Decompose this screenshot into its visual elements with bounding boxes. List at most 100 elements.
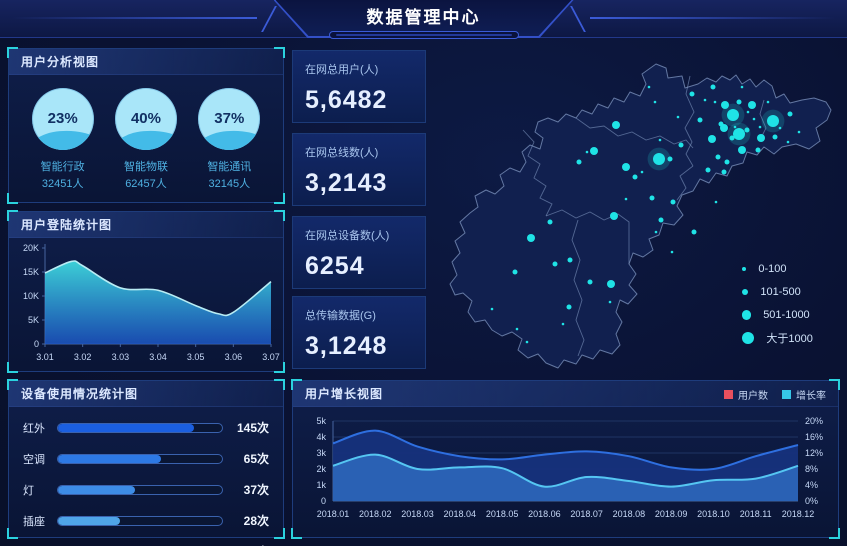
stat-label: 在网总用户(人)	[305, 64, 379, 76]
panel-device-usage: 设备使用情况统计图 红外145次空调65次灯37次插座28次窗帘24次	[7, 379, 285, 546]
panel-title-user-growth: 用户增长视图	[293, 381, 838, 407]
svg-text:2018.06: 2018.06	[528, 509, 561, 519]
app-header: 数据管理中心	[0, 0, 847, 39]
device-bar-fill	[58, 516, 121, 525]
svg-text:1k: 1k	[316, 480, 326, 490]
gauge-label: 智能物联 62457人	[115, 159, 177, 192]
gauge-circle: 37%	[198, 88, 261, 150]
growth-area-chart: 0 0% 1k 4% 2k 8% 3k 12% 4k 16% 5k 20% 2018.01 2018.02…	[316, 416, 823, 519]
panel-title-device-usage: 设备使用情况统计图	[9, 381, 283, 407]
stat-label: 在网总线数(人)	[305, 147, 379, 159]
gauge-label: 智能通讯 32145人	[198, 159, 260, 192]
device-bar-fill	[58, 454, 162, 463]
svg-text:0: 0	[321, 496, 326, 506]
svg-text:3.03: 3.03	[112, 352, 130, 362]
header-slash-left	[261, 6, 277, 32]
svg-text:4k: 4k	[316, 432, 326, 442]
svg-text:2k: 2k	[316, 464, 326, 474]
svg-text:0%: 0%	[805, 496, 818, 506]
growth-legend-item: 增长率	[782, 387, 826, 402]
corner-bracket	[829, 528, 840, 539]
device-bar-row: 插座 28次	[23, 512, 269, 529]
svg-text:2018.12: 2018.12	[782, 509, 815, 519]
stat-card: 在网总用户(人) 5,6482	[292, 50, 426, 123]
device-bar-value: 145次	[236, 421, 269, 435]
gauge-circle: 23%	[31, 88, 94, 150]
svg-text:5k: 5k	[316, 416, 326, 426]
gauge-count: 32451人	[41, 177, 84, 190]
gauge-label: 智能行政 32451人	[32, 159, 94, 192]
corner-bracket	[7, 528, 18, 539]
gauge-name: 智能物联	[123, 161, 168, 173]
device-bar-track	[57, 453, 223, 464]
growth-legend-label: 增长率	[796, 391, 826, 402]
svg-text:3.01: 3.01	[36, 352, 54, 362]
svg-text:16%: 16%	[805, 432, 823, 442]
device-bar-value: 65次	[243, 452, 269, 466]
gauge-name: 智能行政	[40, 161, 85, 173]
gauge-percent: 37%	[214, 110, 245, 127]
gauge-count: 32145人	[208, 177, 251, 190]
device-bar-list: 红外145次空调65次灯37次插座28次窗帘24次	[9, 407, 283, 546]
svg-text:2018.10: 2018.10	[697, 509, 730, 519]
gauge-name: 智能通讯	[207, 161, 252, 173]
svg-text:20K: 20K	[23, 243, 39, 253]
map-svg	[449, 63, 832, 369]
device-bar-label: 插座	[23, 515, 45, 528]
growth-legend-swatch	[724, 390, 733, 399]
svg-text:4%: 4%	[805, 480, 818, 490]
svg-text:2018.09: 2018.09	[655, 509, 688, 519]
svg-text:3.04: 3.04	[149, 352, 167, 362]
svg-text:3k: 3k	[316, 448, 326, 458]
stat-card: 在网总线数(人) 3,2143	[292, 133, 426, 206]
header-trapezoid: 数据管理中心	[274, 0, 574, 38]
svg-text:2018.03: 2018.03	[401, 509, 434, 519]
login-area-chart: 0 5K 10K 15K 20K 3.01 3.02 3.03 3.04 3.05 3.06 3.07	[23, 243, 280, 362]
device-bar-row: 空调 65次	[23, 450, 269, 467]
device-bar-track	[57, 422, 223, 433]
map-legend-dot	[742, 288, 749, 296]
device-bar-label: 灯	[23, 484, 34, 497]
header-decoration	[328, 31, 519, 39]
corner-bracket	[274, 379, 285, 390]
gauge-count: 62457人	[125, 177, 167, 190]
map-legend-dot	[742, 331, 755, 345]
panel-user-growth: 用户增长视图 用户数 增长率 0 0% 1k 4% 2k 8% 3k 12% 4k 16% 5k 20%…	[291, 379, 840, 539]
page-title: 数据管理中心	[366, 8, 481, 27]
gauge-row: 23% 智能行政 32451人 40% 智能物联 62457人 37% 智能通讯 32145人	[9, 75, 283, 192]
map-internal-borders	[522, 75, 767, 357]
corner-bracket	[7, 210, 18, 221]
device-bar-track	[57, 484, 223, 495]
svg-text:20%: 20%	[805, 416, 823, 426]
svg-text:2018.02: 2018.02	[359, 509, 392, 519]
stat-value: 3,2143	[305, 169, 388, 197]
corner-bracket	[274, 528, 285, 539]
corner-bracket	[291, 379, 302, 390]
map-legend-label: 0-100	[758, 263, 787, 275]
svg-text:2018.11: 2018.11	[740, 509, 772, 519]
device-bar-row: 红外 145次	[23, 419, 269, 436]
gauge-item: 40% 智能物联 62457人	[114, 88, 177, 192]
svg-text:2018.07: 2018.07	[570, 509, 603, 519]
device-bar-track	[57, 515, 223, 526]
region-map	[430, 42, 847, 380]
corner-bracket	[274, 47, 285, 58]
header-line-left	[12, 17, 257, 19]
map-legend-dot	[742, 310, 752, 320]
corner-bracket	[274, 362, 285, 373]
map-legend: 0-100 101-500 501-1000 大于1000	[742, 262, 813, 354]
svg-text:2018.08: 2018.08	[613, 509, 646, 519]
gauge-item: 37% 智能通讯 32145人	[198, 88, 261, 192]
device-bar-fill	[58, 485, 136, 494]
corner-bracket	[7, 193, 18, 204]
gauge-percent: 40%	[130, 110, 161, 127]
corner-bracket	[291, 528, 302, 539]
svg-text:2018.01: 2018.01	[317, 509, 350, 519]
map-legend-label: 501-1000	[763, 309, 810, 321]
growth-legend-item: 用户数	[724, 387, 768, 402]
svg-text:10K: 10K	[23, 291, 39, 301]
panel-title-login-stats: 用户登陆统计图	[9, 212, 283, 238]
corner-bracket	[7, 379, 18, 390]
stat-card: 在网总设备数(人) 6254	[292, 216, 426, 289]
svg-text:0: 0	[34, 339, 39, 349]
